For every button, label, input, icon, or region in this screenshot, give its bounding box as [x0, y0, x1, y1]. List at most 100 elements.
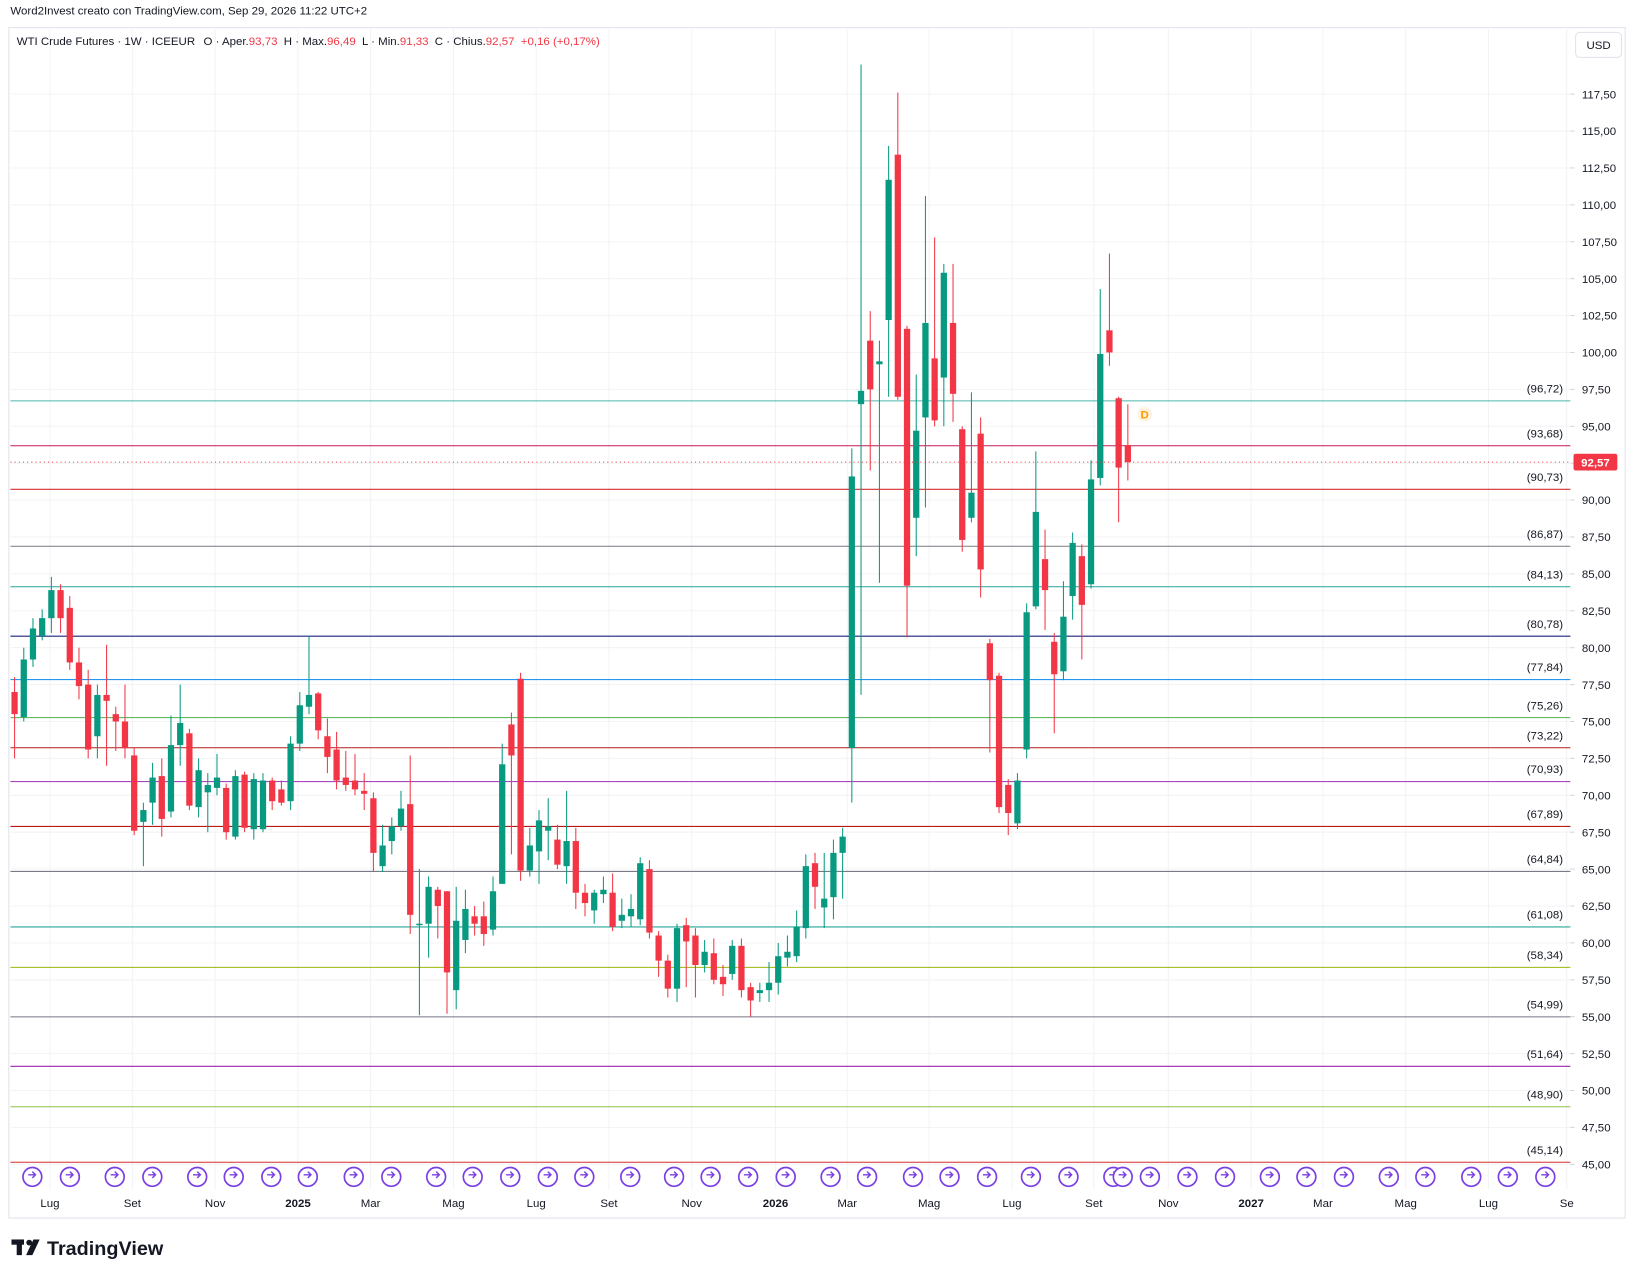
event-icon[interactable]: [343, 1166, 364, 1188]
event-icon[interactable]: [1378, 1166, 1400, 1188]
event-arrow[interactable]: [349, 1171, 358, 1179]
event-circle[interactable]: [856, 1166, 878, 1188]
event-arrow[interactable]: [267, 1171, 276, 1179]
event-icon[interactable]: [1497, 1166, 1519, 1188]
event-circle[interactable]: [700, 1166, 721, 1188]
event-circle[interactable]: [902, 1166, 924, 1188]
event-arrow[interactable]: [303, 1171, 312, 1179]
event-icon[interactable]: [22, 1166, 43, 1188]
event-icon[interactable]: [1177, 1166, 1198, 1188]
event-circle[interactable]: [1461, 1166, 1482, 1188]
event-circle[interactable]: [1378, 1166, 1400, 1188]
event-arrow[interactable]: [387, 1171, 396, 1179]
event-circle[interactable]: [620, 1166, 641, 1188]
event-arrow[interactable]: [1145, 1171, 1155, 1179]
event-arrow[interactable]: [1503, 1171, 1512, 1179]
event-arrow[interactable]: [826, 1171, 835, 1179]
event-arrow[interactable]: [982, 1171, 992, 1179]
event-circle[interactable]: [261, 1166, 282, 1188]
event-icon[interactable]: [142, 1166, 163, 1188]
event-circle[interactable]: [1177, 1166, 1198, 1188]
event-arrow[interactable]: [468, 1171, 477, 1179]
currency-button[interactable]: [1575, 31, 1623, 58]
event-circle[interactable]: [775, 1166, 796, 1188]
event-arrow[interactable]: [506, 1171, 515, 1179]
event-arrow[interactable]: [580, 1171, 589, 1179]
event-icon[interactable]: [1461, 1166, 1482, 1188]
event-icon[interactable]: [223, 1166, 244, 1188]
event-arrow[interactable]: [626, 1171, 635, 1179]
event-icon[interactable]: [500, 1166, 521, 1188]
event-circle[interactable]: [142, 1166, 163, 1188]
event-circle[interactable]: [939, 1166, 960, 1188]
event-circle[interactable]: [1497, 1166, 1519, 1188]
event-icon[interactable]: [1112, 1166, 1133, 1188]
event-circle[interactable]: [223, 1166, 244, 1188]
event-circle[interactable]: [500, 1166, 521, 1188]
currency[interactable]: USD: [1586, 40, 1610, 52]
event-arrow[interactable]: [1220, 1171, 1230, 1179]
event-icon[interactable]: [976, 1166, 998, 1188]
event-arrow[interactable]: [1467, 1171, 1476, 1179]
event-arrow[interactable]: [193, 1171, 202, 1179]
event-arrow[interactable]: [110, 1171, 119, 1179]
event-arrow[interactable]: [431, 1171, 441, 1179]
event-arrow[interactable]: [65, 1171, 75, 1179]
event-circle[interactable]: [1020, 1166, 1042, 1188]
event-arrow[interactable]: [862, 1171, 872, 1179]
event-circle[interactable]: [1112, 1166, 1133, 1188]
event-icon[interactable]: [381, 1166, 402, 1188]
event-circle[interactable]: [1333, 1166, 1355, 1188]
event-circle[interactable]: [104, 1166, 126, 1188]
event-icon[interactable]: [939, 1166, 960, 1188]
event-arrow[interactable]: [743, 1171, 753, 1179]
event-circle[interactable]: [343, 1166, 364, 1188]
event-arrow[interactable]: [706, 1171, 715, 1179]
event-arrow[interactable]: [1118, 1171, 1127, 1179]
event-icon[interactable]: [775, 1166, 796, 1188]
event-arrow[interactable]: [1384, 1171, 1393, 1179]
event-circle[interactable]: [737, 1166, 759, 1188]
event-icon[interactable]: [1058, 1166, 1079, 1188]
event-arrow[interactable]: [148, 1171, 157, 1179]
event-icon[interactable]: [1535, 1166, 1556, 1188]
event-icon[interactable]: [1333, 1166, 1355, 1188]
event-circle[interactable]: [186, 1166, 208, 1188]
event-icon[interactable]: [902, 1166, 924, 1188]
event-arrow[interactable]: [669, 1171, 679, 1179]
event-icon[interactable]: [261, 1166, 282, 1188]
event-circle[interactable]: [462, 1166, 483, 1188]
event-arrow[interactable]: [781, 1171, 790, 1179]
event-arrow[interactable]: [1421, 1171, 1430, 1179]
event-icon[interactable]: [1259, 1166, 1281, 1188]
event-arrow[interactable]: [1339, 1171, 1349, 1179]
event-icon[interactable]: [186, 1166, 208, 1188]
event-icon[interactable]: [820, 1166, 841, 1188]
event-icon[interactable]: [856, 1166, 878, 1188]
event-icon[interactable]: [1415, 1166, 1436, 1188]
event-circle[interactable]: [663, 1166, 685, 1188]
event-icon[interactable]: [1020, 1166, 1042, 1188]
event-arrow[interactable]: [229, 1171, 238, 1179]
event-arrow[interactable]: [945, 1171, 954, 1179]
event-icon[interactable]: [737, 1166, 759, 1188]
event-circle[interactable]: [1139, 1166, 1161, 1188]
event-circle[interactable]: [425, 1166, 447, 1188]
event-circle[interactable]: [820, 1166, 841, 1188]
event-icon[interactable]: [537, 1166, 559, 1188]
event-arrow[interactable]: [28, 1171, 37, 1179]
event-icon[interactable]: [59, 1166, 81, 1188]
event-arrow[interactable]: [1302, 1171, 1311, 1179]
event-circle[interactable]: [1415, 1166, 1436, 1188]
event-circle[interactable]: [976, 1166, 998, 1188]
event-arrow[interactable]: [1265, 1171, 1275, 1179]
event-icon[interactable]: [462, 1166, 483, 1188]
event-arrow[interactable]: [908, 1171, 918, 1179]
event-icon[interactable]: [663, 1166, 685, 1188]
event-circle[interactable]: [381, 1166, 402, 1188]
event-icon[interactable]: [620, 1166, 641, 1188]
event-icon[interactable]: [574, 1166, 595, 1188]
event-icon[interactable]: [1214, 1166, 1236, 1188]
event-icon[interactable]: [1296, 1166, 1317, 1188]
event-arrow[interactable]: [1541, 1171, 1550, 1179]
